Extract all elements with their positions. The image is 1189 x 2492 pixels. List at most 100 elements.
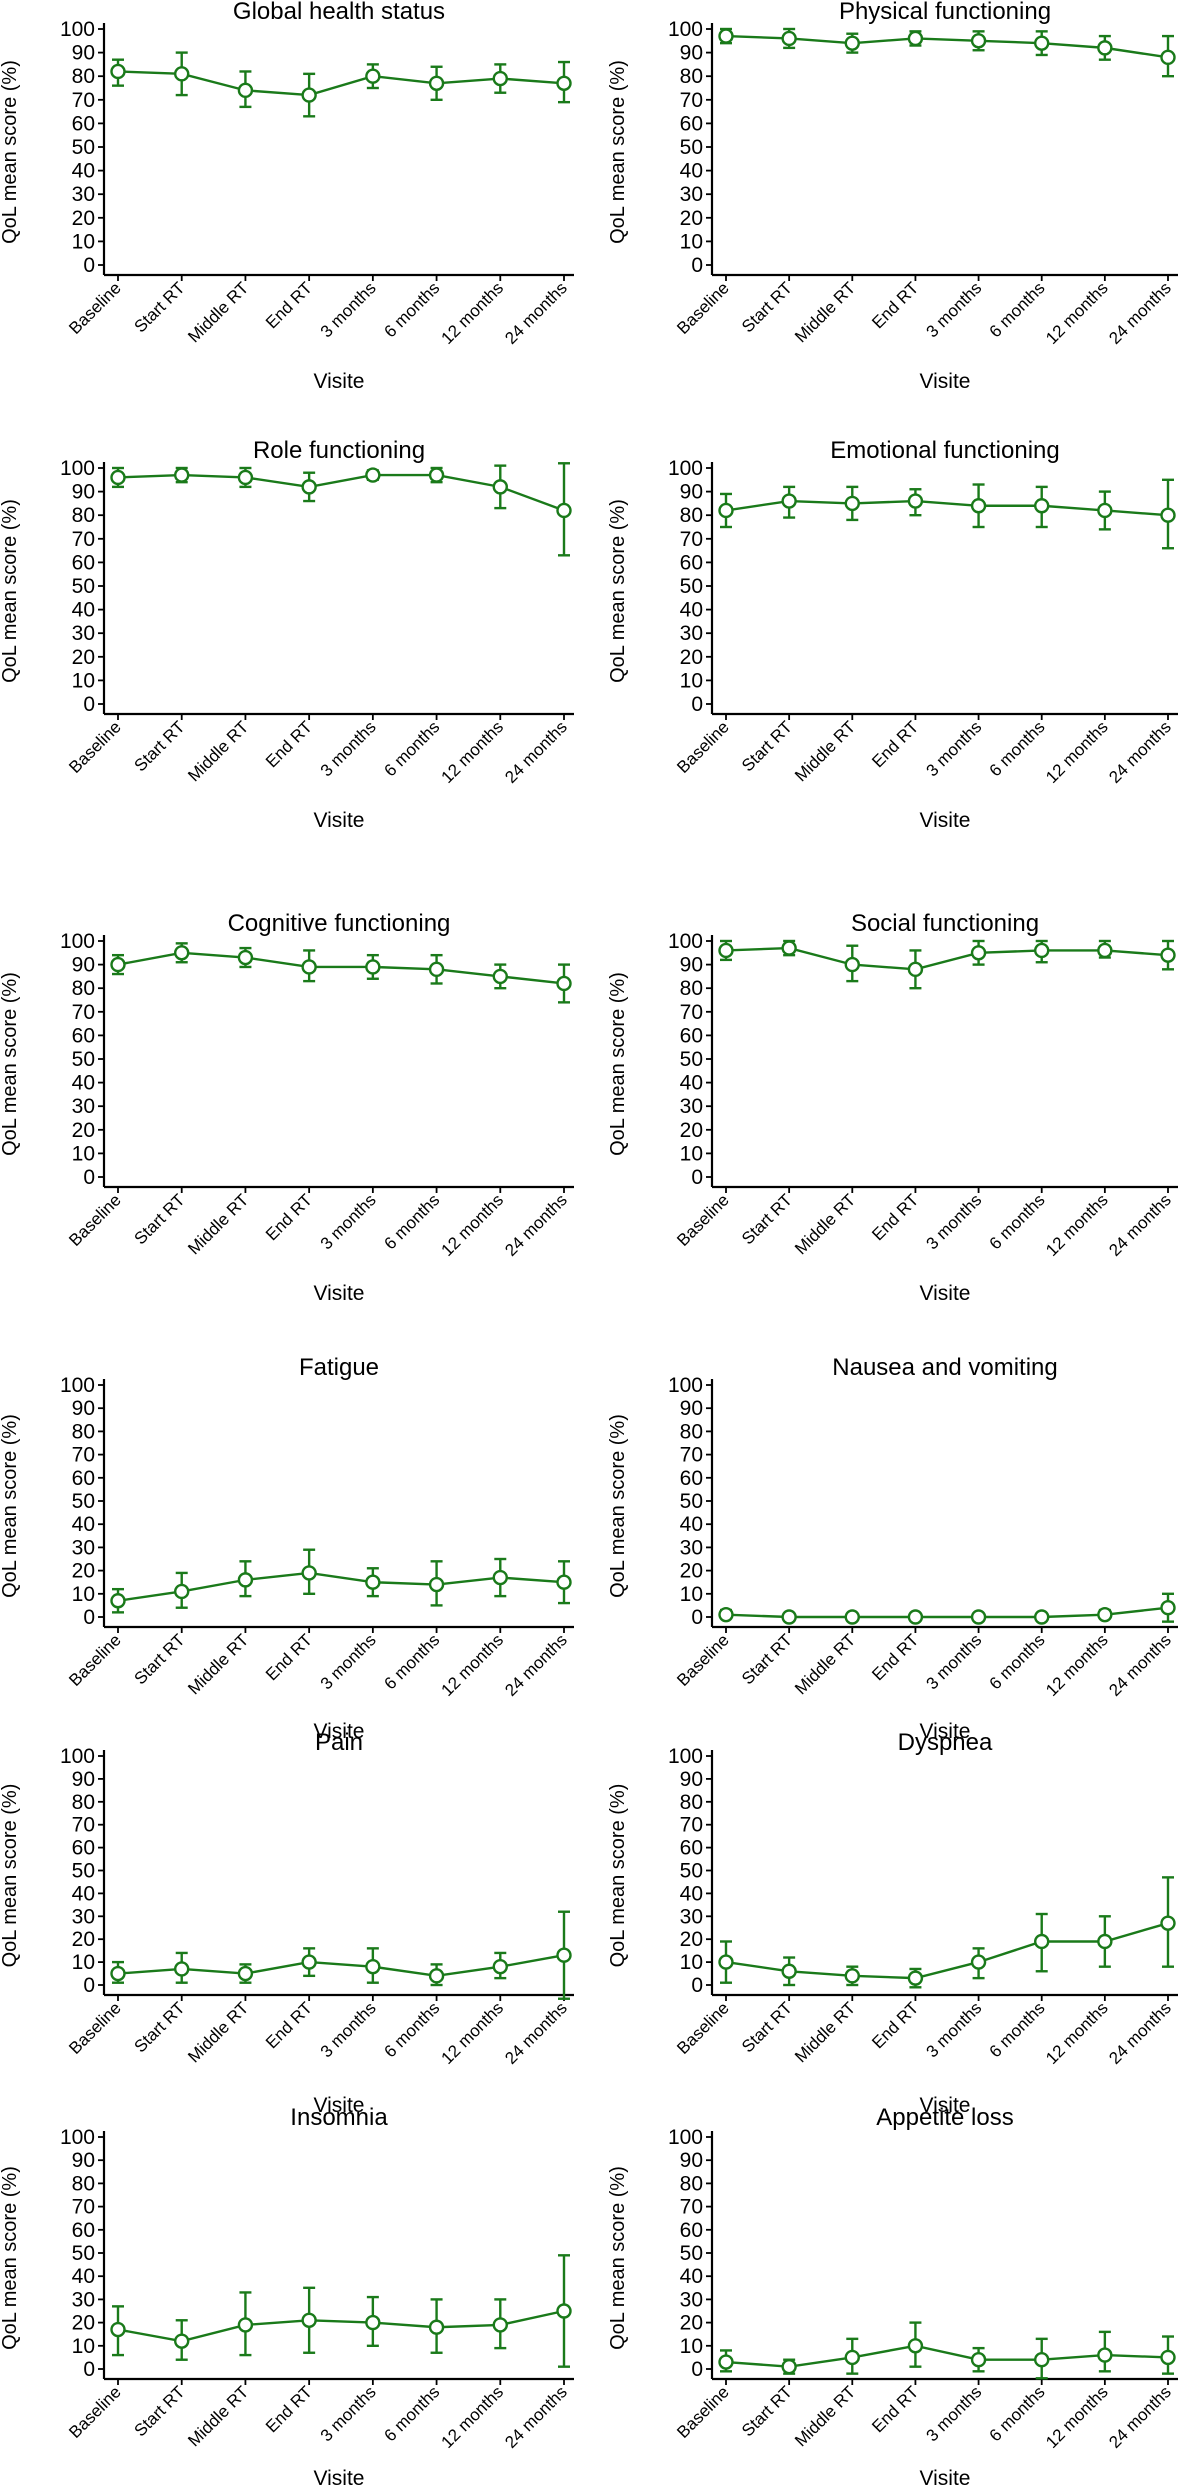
data-point (844, 1968, 860, 1984)
y-tick-label: 50 (680, 575, 703, 598)
x-tick-label: End RT (262, 1630, 316, 1684)
series-line (117, 1954, 565, 1978)
data-point (1097, 502, 1113, 519)
x-tick-label: Middle RT (791, 1998, 859, 2066)
x-tick-label: Start RT (131, 2382, 189, 2440)
x-tick-label: Start RT (131, 717, 189, 775)
x-tick-label: Start RT (738, 717, 796, 775)
y-tick-label: 80 (72, 1420, 95, 1443)
y-tick-label: 50 (680, 1490, 703, 1513)
x-tick-label: 6 months (381, 1630, 444, 1693)
y-tick-label: 30 (680, 1536, 703, 1559)
y-tick-label: 40 (72, 1882, 95, 1905)
x-tick-label: Middle RT (791, 278, 859, 346)
y-tick-label: 90 (680, 2149, 703, 2172)
y-tick-label: 40 (680, 599, 703, 622)
x-tick-label: Baseline (673, 1190, 733, 1250)
data-point (301, 2312, 317, 2328)
data-point (428, 75, 445, 91)
y-tick-label: 100 (60, 1374, 95, 1397)
y-tick-label: 70 (680, 89, 703, 112)
x-tick-label: Baseline (673, 717, 733, 777)
x-tick-label: 12 months (1042, 2382, 1112, 2452)
x-axis-label: Visite (920, 1282, 971, 1305)
y-tick-label: 90 (72, 1397, 95, 1420)
data-point (365, 2314, 381, 2331)
data-point (556, 502, 572, 519)
y-tick-label: 60 (72, 112, 95, 135)
y-axis-label: QoL mean score (%) (0, 1414, 21, 1598)
x-tick-label: 12 months (438, 717, 508, 787)
y-tick-label: 30 (72, 1536, 95, 1559)
y-tick-label: 60 (680, 2219, 703, 2242)
y-tick-label: 40 (680, 1513, 703, 1536)
y-tick-label: 0 (83, 2358, 95, 2381)
data-point (174, 945, 190, 961)
data-point (492, 1958, 508, 1975)
data-point (1097, 40, 1113, 56)
y-tick-label: 0 (691, 693, 703, 716)
y-tick-label: 90 (72, 42, 95, 65)
x-tick-label: 6 months (381, 278, 444, 341)
chart-title: Nausea and vomiting (832, 1354, 1057, 1381)
data-point (907, 1609, 924, 1625)
y-axis-label: QoL mean score (%) (0, 60, 21, 244)
y-axis-label: QoL mean score (%) (607, 2166, 629, 2350)
x-tick-label: 3 months (317, 1630, 380, 1693)
x-tick-label: Baseline (65, 278, 125, 338)
x-tick-label: 6 months (986, 278, 1049, 341)
y-tick-label: 80 (680, 65, 703, 88)
x-tick-label: 6 months (381, 1190, 444, 1253)
data-point (110, 469, 126, 486)
data-point (301, 479, 317, 495)
x-tick-label: Baseline (65, 717, 125, 777)
y-axis-label: QoL mean score (%) (0, 499, 21, 683)
x-tick-label: 3 months (923, 717, 986, 780)
y-axis-label: QoL mean score (%) (607, 972, 629, 1156)
x-tick-label: End RT (868, 1998, 922, 2052)
x-tick-label: Baseline (673, 278, 733, 338)
data-point (365, 959, 381, 975)
x-tick-label: Middle RT (184, 2382, 252, 2450)
y-tick-label: 20 (680, 1560, 703, 1583)
chart-panel: Nausea and vomiting 010203040506070809010… (607, 1354, 1178, 1743)
y-tick-label: 0 (691, 1606, 703, 1629)
data-point (718, 1954, 734, 1970)
y-tick-label: 50 (680, 1048, 703, 1071)
data-point (1097, 942, 1113, 959)
x-tick-label: 24 months (1105, 1630, 1175, 1700)
data-point (301, 1954, 317, 1970)
x-tick-label: 12 months (438, 1998, 508, 2068)
y-tick-label: 100 (60, 18, 95, 41)
series-line (725, 34, 1169, 59)
y-tick-label: 0 (83, 693, 95, 716)
y-tick-label: 0 (691, 1166, 703, 1189)
y-axis-label: QoL mean score (%) (607, 1784, 629, 1968)
y-tick-label: 100 (60, 457, 95, 480)
y-tick-label: 40 (72, 2265, 95, 2288)
data-point (301, 959, 317, 975)
y-tick-label: 50 (680, 2242, 703, 2265)
y-tick-label: 10 (680, 669, 703, 692)
y-tick-label: 30 (680, 622, 703, 645)
y-tick-label: 90 (680, 481, 703, 504)
x-tick-label: 24 months (1105, 1998, 1175, 2068)
y-tick-label: 70 (72, 1001, 95, 1024)
y-tick-label: 10 (72, 1142, 95, 1165)
y-tick-label: 50 (72, 2242, 95, 2265)
series-line (725, 1922, 1169, 1980)
data-point (907, 1970, 924, 1986)
data-point (556, 1947, 572, 1963)
y-tick-label: 90 (72, 954, 95, 977)
data-point (1160, 507, 1176, 523)
data-point (1160, 1600, 1176, 1616)
data-point (237, 1965, 254, 1982)
y-tick-label: 80 (680, 977, 703, 1000)
x-tick-label: Middle RT (791, 2382, 859, 2450)
data-point (970, 1954, 987, 1970)
y-tick-label: 60 (72, 1024, 95, 1047)
y-tick-label: 70 (680, 1814, 703, 1837)
y-tick-label: 90 (680, 42, 703, 65)
data-point (556, 975, 572, 992)
